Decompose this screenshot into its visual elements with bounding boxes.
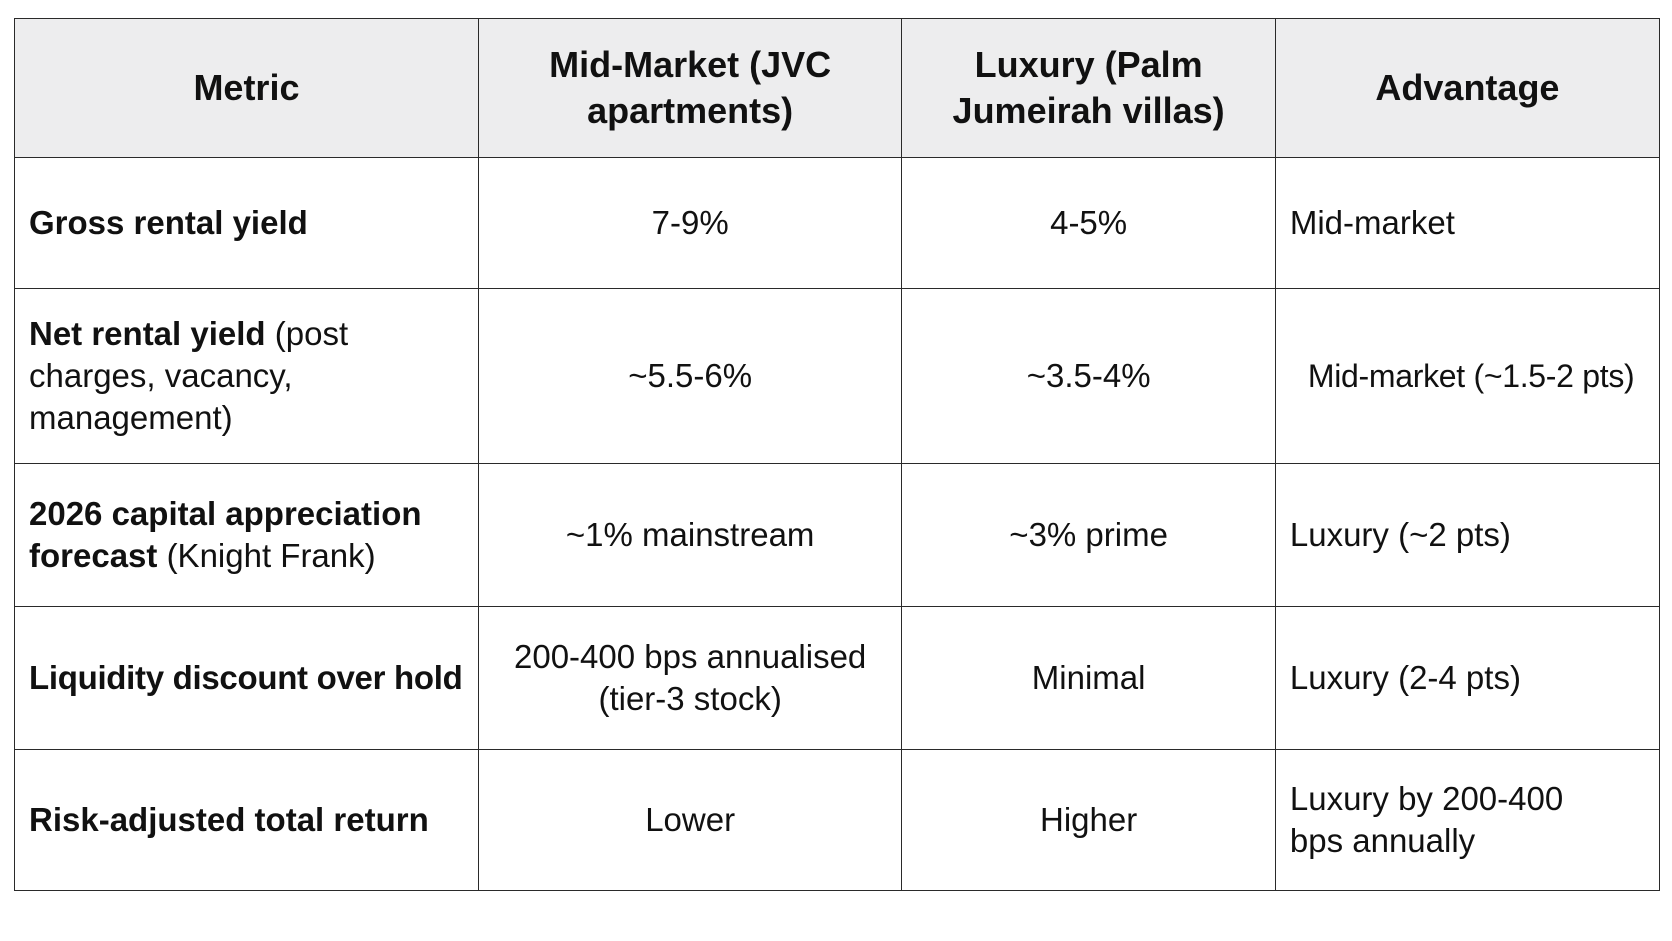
header-mid-market: Mid-Market (JVC apartments) [477,18,903,158]
comparison-table: Metric Mid-Market (JVC apartments) Luxur… [14,18,1661,891]
advantage-cell: Luxury (~2 pts) [1274,463,1661,607]
metric-label: Liquidity discount over hold [29,659,463,696]
metric-cell: Risk-adjusted total return [14,749,479,891]
metric-label: Net rental yield [29,315,266,352]
mid-market-cell: Lower [477,749,903,891]
metric-label: 2026 capital appreciation forecast [29,495,422,574]
table-body: Gross rental yield 7-9% 4-5% Mid-market … [14,157,1661,891]
table-row: Liquidity discount over hold 200-400 bps… [14,606,1661,750]
mid-market-cell: 200-400 bps annualised (tier-3 stock) [477,606,903,750]
luxury-cell: Higher [901,749,1276,891]
table-row: Risk-adjusted total return Lower Higher … [14,749,1661,891]
metric-label: Gross rental yield [29,204,308,241]
header-advantage: Advantage [1274,18,1661,158]
metric-cell: Liquidity discount over hold [14,606,479,750]
advantage-cell: Luxury by 200-400 bps annually [1274,749,1661,891]
header-metric: Metric [14,18,479,158]
table-row: 2026 capital appreciation forecast (Knig… [14,463,1661,607]
mid-market-cell: 7-9% [477,157,903,289]
table-row: Net rental yield (post charges, vacancy,… [14,288,1661,464]
advantage-cell: Mid-market (~1.5-2 pts) [1274,288,1661,464]
header-luxury: Luxury (Palm Jumeirah villas) [901,18,1276,158]
metric-label: Risk-adjusted total return [29,801,429,838]
table-row: Gross rental yield 7-9% 4-5% Mid-market [14,157,1661,289]
advantage-cell: Luxury (2-4 pts) [1274,606,1661,750]
metric-note: (Knight Frank) [166,537,376,574]
metric-cell: Net rental yield (post charges, vacancy,… [14,288,479,464]
luxury-cell: Minimal [901,606,1276,750]
metric-note: (post charges, vacancy, management) [29,315,349,436]
mid-market-cell: ~5.5-6% [477,288,903,464]
luxury-cell: ~3.5-4% [901,288,1276,464]
luxury-cell: ~3% prime [901,463,1276,607]
advantage-cell: Mid-market [1274,157,1661,289]
header-row: Metric Mid-Market (JVC apartments) Luxur… [14,18,1661,158]
metric-cell: 2026 capital appreciation forecast (Knig… [14,463,479,607]
metric-cell: Gross rental yield [14,157,479,289]
luxury-cell: 4-5% [901,157,1276,289]
mid-market-cell: ~1% mainstream [477,463,903,607]
table-header: Metric Mid-Market (JVC apartments) Luxur… [14,18,1661,158]
